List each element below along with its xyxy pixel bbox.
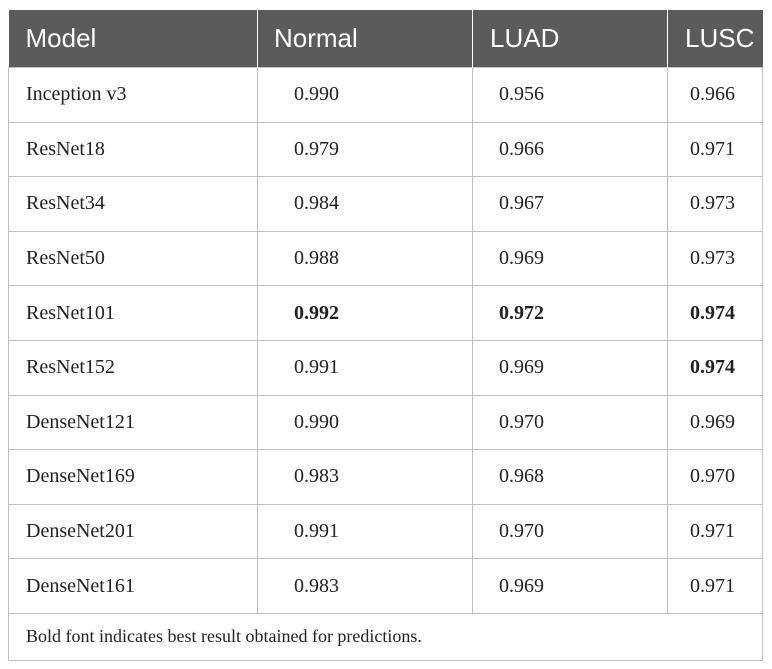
table-row: ResNet152 0.991 0.969 0.974 — [8, 339, 763, 396]
value-cell: 0.966 — [667, 67, 763, 123]
model-cell: ResNet18 — [8, 121, 258, 178]
value-cell: 0.971 — [667, 121, 763, 178]
value-cell: 0.966 — [472, 121, 668, 178]
value-cell: 0.969 — [667, 394, 763, 451]
value-cell: 0.970 — [472, 394, 668, 451]
value-cell: 0.973 — [667, 176, 763, 232]
value-cell: 0.973 — [667, 230, 763, 287]
model-cell: ResNet152 — [8, 339, 258, 396]
table-row: ResNet34 0.984 0.967 0.973 — [8, 176, 763, 232]
table-container: Model Normal LUAD LUSC Inception v3 0.990 0.9… — [8, 10, 763, 661]
table-row: DenseNet121 0.990 0.970 0.969 — [8, 394, 763, 451]
value-cell: 0.979 — [257, 121, 473, 178]
value-cell: 0.971 — [667, 558, 763, 614]
value-cell: 0.972 — [472, 285, 668, 341]
value-cell: 0.988 — [257, 230, 473, 287]
model-cell: DenseNet121 — [8, 394, 258, 451]
model-cell: ResNet34 — [8, 176, 258, 232]
value-cell: 0.971 — [667, 503, 763, 560]
table-row: ResNet50 0.988 0.969 0.973 — [8, 230, 763, 287]
value-cell: 0.983 — [257, 558, 473, 614]
value-cell: 0.990 — [257, 394, 473, 451]
results-table: Model Normal LUAD LUSC Inception v3 0.990 0.9… — [8, 10, 763, 661]
value-cell: 0.956 — [472, 67, 668, 123]
value-cell: 0.984 — [257, 176, 473, 232]
value-cell: 0.974 — [667, 339, 763, 396]
value-cell: 0.969 — [472, 230, 668, 287]
model-cell: DenseNet169 — [8, 449, 258, 505]
value-cell: 0.968 — [472, 449, 668, 505]
table-row: ResNet18 0.979 0.966 0.971 — [8, 121, 763, 178]
header-cell: LUSC — [667, 10, 763, 68]
value-cell: 0.970 — [472, 503, 668, 560]
header-cell: Model — [8, 10, 258, 68]
model-cell: ResNet50 — [8, 230, 258, 287]
table-row: DenseNet161 0.983 0.969 0.971 — [8, 558, 763, 614]
value-cell: 0.969 — [472, 558, 668, 614]
model-cell: DenseNet201 — [8, 503, 258, 560]
footnote: Bold font indicates best result obtained… — [8, 612, 763, 661]
model-cell: ResNet101 — [8, 285, 258, 341]
header-cell: LUAD — [472, 10, 668, 68]
value-cell: 0.990 — [257, 67, 473, 123]
header-row: Model Normal LUAD LUSC — [8, 10, 763, 68]
value-cell: 0.969 — [472, 339, 668, 396]
table-row: ResNet101 0.992 0.972 0.974 — [8, 285, 763, 341]
model-cell: DenseNet161 — [8, 558, 258, 614]
value-cell: 0.991 — [257, 503, 473, 560]
value-cell: 0.991 — [257, 339, 473, 396]
value-cell: 0.967 — [472, 176, 668, 232]
value-cell: 0.992 — [257, 285, 473, 341]
table-row: Inception v3 0.990 0.956 0.966 — [8, 67, 763, 123]
header-cell: Normal — [257, 10, 473, 68]
table-row: DenseNet201 0.991 0.970 0.971 — [8, 503, 763, 560]
value-cell: 0.974 — [667, 285, 763, 341]
value-cell: 0.970 — [667, 449, 763, 505]
table-row: DenseNet169 0.983 0.968 0.970 — [8, 449, 763, 505]
model-cell: Inception v3 — [8, 67, 258, 123]
table-body: Inception v3 0.990 0.956 0.966 ResNet18 0.979… — [8, 67, 763, 661]
value-cell: 0.983 — [257, 449, 473, 505]
footnote-row: Bold font indicates best result obtained… — [8, 612, 763, 661]
